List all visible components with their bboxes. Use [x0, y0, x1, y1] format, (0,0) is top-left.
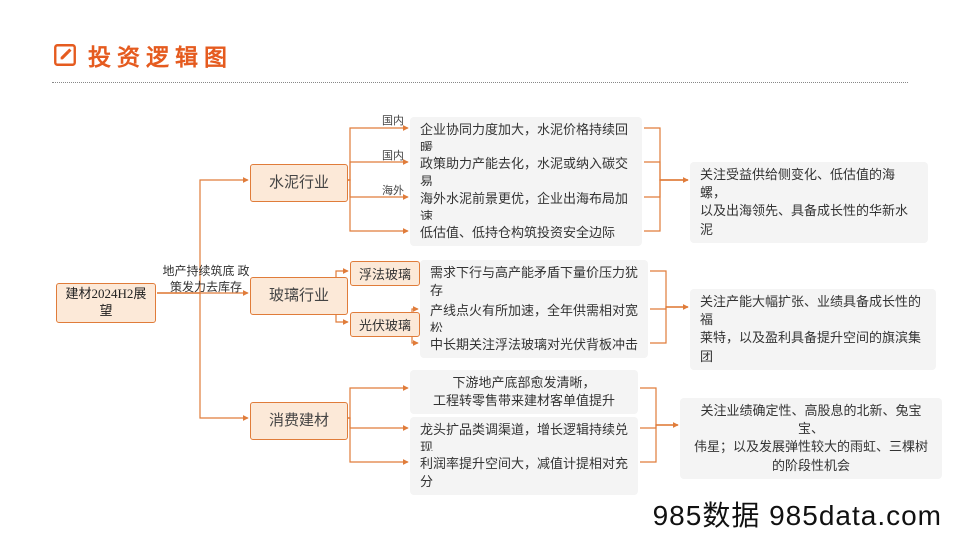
consumer-leaf-2: 利润率提升空间大，减值计提相对充分 [410, 451, 638, 495]
consumer-leaf-0: 下游地产底部愈发清晰， 工程转零售带来建材客单值提升 [410, 370, 638, 414]
consumer-summary: 关注业绩确定性、高股息的北新、兔宝宝、 伟星；以及发展弹性较大的雨虹、三棵树 的… [680, 398, 942, 479]
glass-subcat-0: 浮法玻璃 [350, 261, 420, 286]
category-glass: 玻璃行业 [250, 277, 348, 315]
edit-icon [52, 42, 78, 68]
cement-summary: 关注受益供给侧变化、低估值的海螺， 以及出海领先、具备成长性的华新水泥 [690, 162, 928, 243]
glass-summary: 关注产能大幅扩张、业绩具备成长性的福 莱特，以及盈利具备提升空间的旗滨集团 [690, 289, 936, 370]
category-consumer: 消费建材 [250, 402, 348, 440]
cement-leaf-3: 低估值、低持仓构筑投资安全边际 [410, 220, 642, 246]
cement-tag-1: 国内 [382, 147, 404, 163]
watermark-footer: 985数据 985data.com [653, 494, 942, 534]
root-node: 建材2024H2展望 [56, 283, 156, 323]
glass-subcat-1: 光伏玻璃 [350, 312, 420, 337]
category-cement: 水泥行业 [250, 164, 348, 202]
header-divider [52, 82, 908, 83]
glass-leaf-2: 中长期关注浮法玻璃对光伏背板冲击 [420, 332, 648, 358]
page-header: 投资逻辑图 [52, 38, 233, 72]
cement-tag-0: 国内 [382, 112, 404, 128]
cement-tag-2: 海外 [382, 182, 404, 198]
root-edge-label: 地产持续筑底 政策发力去库存 [158, 264, 254, 295]
page-title: 投资逻辑图 [88, 38, 233, 72]
